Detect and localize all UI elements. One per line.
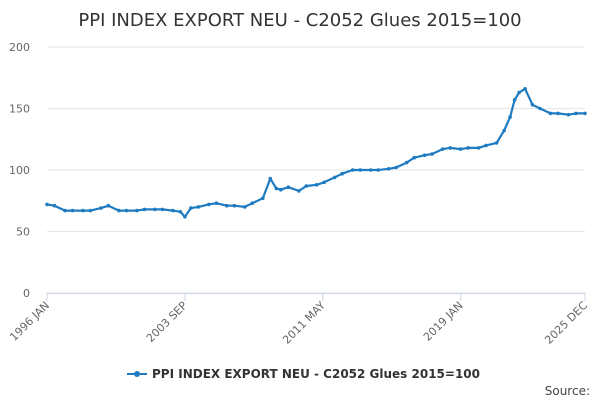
data-point[interactable] xyxy=(88,208,93,213)
data-point[interactable] xyxy=(508,115,512,119)
data-point[interactable] xyxy=(512,98,517,102)
data-point[interactable] xyxy=(214,201,219,205)
x-axis: 1996 JAN 2003 SEP 2011 MAY 2019 JAN 2025 DEC xyxy=(7,293,590,347)
data-point[interactable] xyxy=(314,183,319,187)
data-point[interactable] xyxy=(99,206,103,210)
data-point[interactable] xyxy=(466,146,470,150)
data-point[interactable] xyxy=(458,147,463,151)
data-point[interactable] xyxy=(160,207,165,212)
data-point[interactable] xyxy=(106,203,111,208)
data-point[interactable] xyxy=(517,90,521,95)
x-tick-label: 2011 MAY xyxy=(280,299,328,347)
x-tick-label: 2019 JAN xyxy=(421,299,466,344)
data-point[interactable] xyxy=(376,168,381,172)
source-label: Source: xyxy=(545,384,590,398)
grid-lines xyxy=(47,46,585,294)
data-point[interactable] xyxy=(81,208,85,213)
legend[interactable]: PPI INDEX EXPORT NEU - C2052 Glues 2015=… xyxy=(127,367,480,381)
y-tick-label: 100 xyxy=(9,164,30,177)
data-point[interactable] xyxy=(279,187,283,192)
data-point[interactable] xyxy=(530,103,535,107)
data-point[interactable] xyxy=(207,202,211,207)
y-tick-label: 150 xyxy=(9,103,30,116)
data-point[interactable] xyxy=(117,208,121,213)
data-point[interactable] xyxy=(386,167,391,171)
data-point[interactable] xyxy=(430,152,434,156)
data-point[interactable] xyxy=(196,205,201,209)
data-point[interactable] xyxy=(70,208,75,213)
data-point[interactable] xyxy=(484,143,488,148)
data-point[interactable] xyxy=(448,146,452,150)
legend-label: PPI INDEX EXPORT NEU - C2052 Glues 2015=… xyxy=(152,367,480,381)
data-point[interactable] xyxy=(52,203,57,208)
x-tick-label: 2025 DEC xyxy=(542,299,590,347)
data-point[interactable] xyxy=(183,214,187,219)
data-point[interactable] xyxy=(476,146,481,150)
data-point[interactable] xyxy=(523,87,527,91)
data-point[interactable] xyxy=(153,207,157,212)
data-point[interactable] xyxy=(350,168,355,172)
data-point[interactable] xyxy=(332,175,337,180)
data-point[interactable] xyxy=(412,155,417,160)
data-point[interactable] xyxy=(394,165,399,170)
data-point[interactable] xyxy=(574,111,578,116)
y-axis-ticks: 0 50 100 150 200 xyxy=(9,41,30,300)
x-tick-label: 1996 JAN xyxy=(7,299,52,344)
y-tick-label: 200 xyxy=(9,41,30,54)
chart-title: PPI INDEX EXPORT NEU - C2052 Glues 2015=… xyxy=(78,10,521,31)
data-point[interactable] xyxy=(243,205,247,209)
data-point[interactable] xyxy=(171,208,175,213)
data-point[interactable] xyxy=(494,141,499,145)
data-point[interactable] xyxy=(286,185,291,189)
data-point[interactable] xyxy=(422,153,427,157)
data-point[interactable] xyxy=(250,201,255,205)
data-point[interactable] xyxy=(189,206,193,210)
data-point[interactable] xyxy=(63,208,67,213)
data-point[interactable] xyxy=(178,210,183,214)
series-layer xyxy=(45,87,587,219)
data-point[interactable] xyxy=(268,176,273,181)
data-point[interactable] xyxy=(304,184,309,188)
data-point[interactable] xyxy=(358,168,363,172)
y-tick-label: 0 xyxy=(23,287,30,300)
data-point[interactable] xyxy=(340,171,345,176)
data-point[interactable] xyxy=(274,186,279,191)
data-point[interactable] xyxy=(548,111,553,116)
data-point[interactable] xyxy=(232,203,237,208)
x-tick-label: 2003 SEP xyxy=(144,299,190,345)
data-point[interactable] xyxy=(135,208,139,213)
data-point[interactable] xyxy=(566,112,571,117)
data-point[interactable] xyxy=(440,147,445,151)
data-point[interactable] xyxy=(538,106,542,111)
series-line[interactable] xyxy=(45,87,587,218)
data-point[interactable] xyxy=(45,202,49,207)
y-tick-label: 50 xyxy=(16,226,30,239)
data-point[interactable] xyxy=(225,203,229,208)
data-point[interactable] xyxy=(142,207,147,212)
data-point[interactable] xyxy=(556,111,560,116)
data-point[interactable] xyxy=(368,168,373,172)
data-point[interactable] xyxy=(124,208,129,213)
data-point[interactable] xyxy=(404,160,409,165)
legend-point-marker xyxy=(134,371,140,377)
data-point[interactable] xyxy=(261,196,265,201)
data-point[interactable] xyxy=(297,189,301,193)
data-point[interactable] xyxy=(502,128,506,133)
data-point[interactable] xyxy=(583,111,587,116)
data-point[interactable] xyxy=(322,180,327,185)
